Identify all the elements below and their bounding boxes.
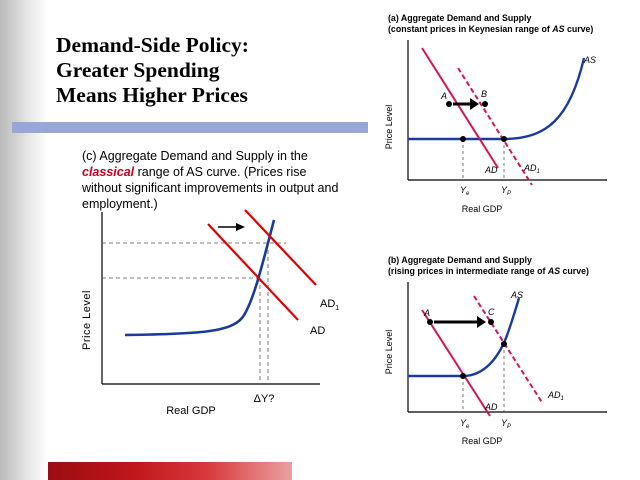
panel-c-ad-curve	[207, 223, 299, 321]
slide-title: Demand-Side Policy: Greater Spending Mea…	[56, 33, 356, 108]
left-gradient-bar	[0, 0, 48, 480]
panel-b-ad-curve	[421, 309, 491, 417]
panel-b-equilibrium-yp	[501, 341, 507, 347]
panel-b-y-axis-label: Price Level	[384, 330, 394, 375]
panel-b-title-line-1: (b) Aggregate Demand and Supply	[388, 255, 532, 265]
panel-b-x-axis-label: Real GDP	[462, 436, 503, 446]
panel-b-ye-label: Ye	[460, 418, 470, 430]
panel-c-ad-label: AD	[310, 325, 325, 337]
panel-c-as-curve	[124, 219, 276, 337]
panel-b-as-label: AS	[510, 290, 523, 300]
bottom-red-bar	[48, 462, 292, 480]
panel-b-ad1-label: AD1	[547, 390, 564, 402]
panel-a-point-b	[482, 101, 488, 107]
title-line-2: Greater Spending	[56, 58, 220, 82]
panel-a-as-label: AS	[583, 55, 596, 65]
panel-b-diagram: (b) Aggregate Demand and Supply (rising …	[384, 255, 607, 446]
panel-b-as-curve	[408, 297, 521, 378]
panel-a-ad-label: AD	[484, 165, 498, 175]
panel-b-title-line-2: (rising prices in intermediate range of …	[388, 266, 589, 276]
title-line-3: Means Higher Prices	[56, 83, 248, 107]
panel-a-shift-arrow-head	[470, 98, 479, 110]
panel-b-equilibrium-ye	[460, 373, 466, 379]
panel-b-point-a-label: A	[423, 308, 430, 318]
panel-a-y-axis-label: Price Level	[384, 105, 394, 150]
panel-a-title-line-1: (a) Aggregate Demand and Supply	[388, 13, 531, 23]
panel-c-shift-arrow-head	[236, 223, 245, 231]
title-underline-band	[12, 122, 368, 133]
panel-a-ad1-curve	[457, 67, 533, 186]
panel-b-point-c-label: C	[488, 307, 495, 317]
panel-a-as-curve	[408, 57, 586, 141]
panel-a-x-axis-label: Real GDP	[462, 204, 503, 214]
caption-part-1: (c) Aggregate Demand and Supply in the	[82, 149, 308, 163]
panel-a-yp-label: YP	[501, 185, 511, 197]
panel-c-delta-y-label: ΔY?	[254, 393, 275, 405]
panel-a-equilibrium-ye	[460, 136, 466, 142]
panel-b-ad-label: AD	[484, 402, 498, 412]
panel-a-point-b-label: B	[481, 89, 487, 99]
caption-part-2: range of AS curve. (Prices rise without …	[82, 165, 339, 211]
panel-c-diagram: Price Level Real GDP AD AD1 ΔY?	[81, 209, 339, 417]
panel-b-ad1-curve	[473, 295, 544, 405]
panel-b-point-a	[427, 319, 433, 325]
panel-b-yp-label: YP	[501, 418, 511, 430]
panel-a-title-line-2: (constant prices in Keynesian range of A…	[388, 24, 593, 34]
panel-a-ad1-label: AD1	[523, 163, 540, 175]
panel-c-ad1-label: AD1	[320, 298, 339, 312]
title-line-1: Demand-Side Policy:	[56, 33, 249, 57]
panel-a-point-a-label: A	[440, 91, 447, 101]
panel-b-point-c	[488, 319, 494, 325]
panel-c-x-axis-label: Real GDP	[166, 405, 216, 417]
panel-c-caption: (c) Aggregate Demand and Supply in the c…	[82, 148, 342, 212]
panel-a-diagram: (a) Aggregate Demand and Supply (constan…	[384, 13, 607, 214]
panel-b-shift-arrow-head	[477, 316, 486, 328]
panel-a-ye-label: Ye	[460, 185, 470, 197]
panel-c-y-axis-label: Price Level	[81, 290, 93, 350]
panel-a-ad-curve	[421, 47, 499, 169]
panel-a-point-a	[446, 101, 452, 107]
panel-a-equilibrium-yp	[501, 136, 507, 142]
panel-c-ad1-curve	[244, 209, 317, 286]
caption-highlight: classical	[82, 165, 135, 179]
